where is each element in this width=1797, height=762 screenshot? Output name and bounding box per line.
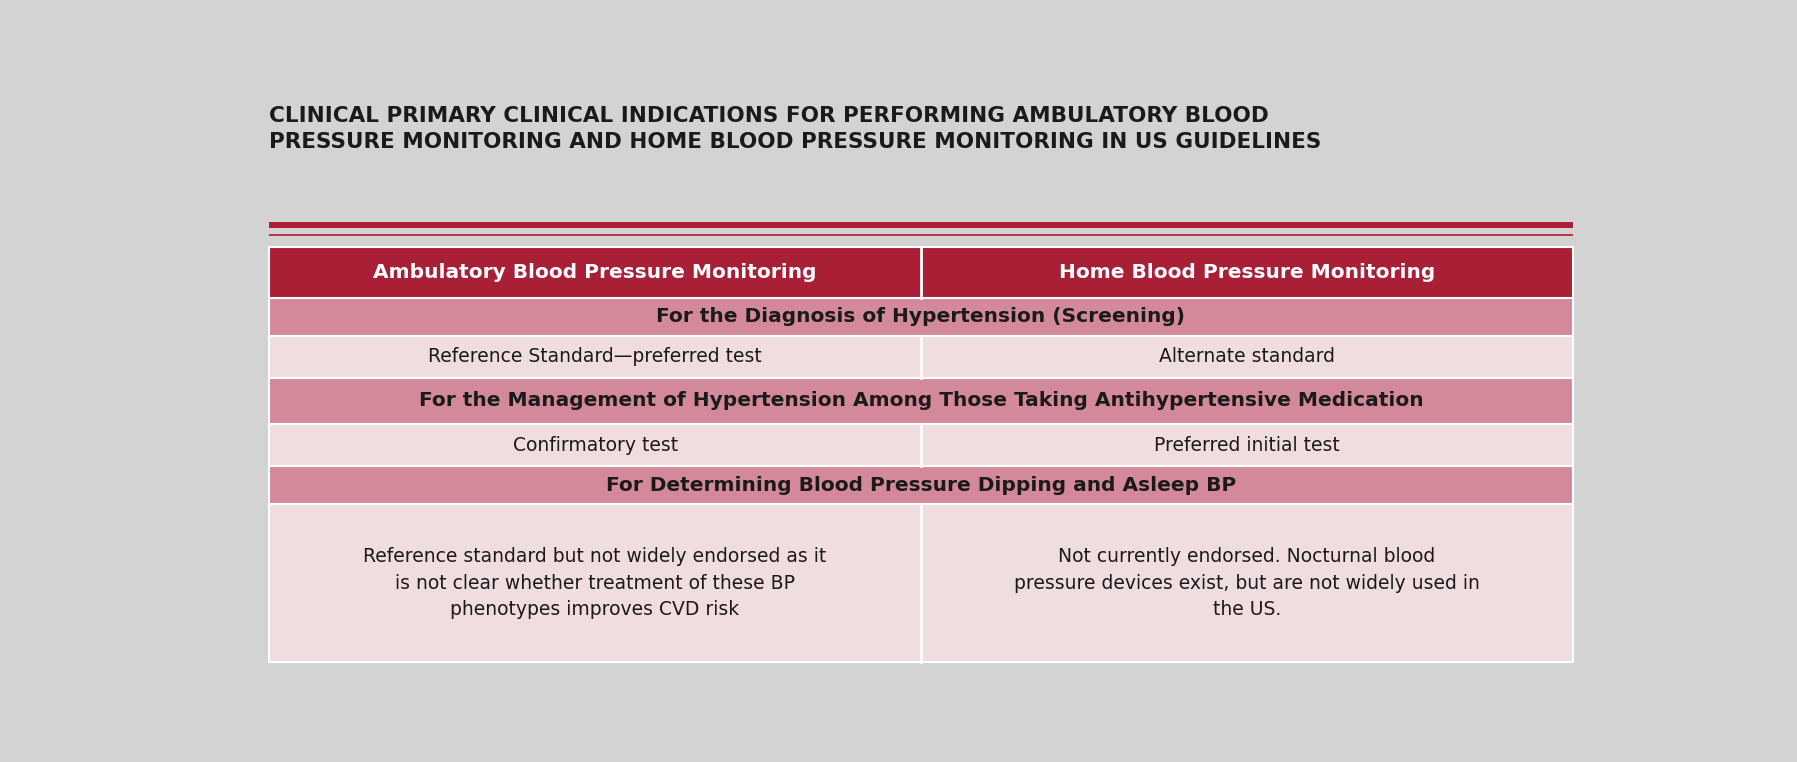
Bar xyxy=(270,424,1572,466)
Text: Confirmatory test: Confirmatory test xyxy=(512,436,677,455)
Bar xyxy=(270,247,1572,297)
Bar xyxy=(270,223,1572,228)
Text: For Determining Blood Pressure Dipping and Asleep BP: For Determining Blood Pressure Dipping a… xyxy=(606,475,1236,495)
Text: Alternate standard: Alternate standard xyxy=(1159,347,1335,367)
Text: Not currently endorsed. Nocturnal blood
pressure devices exist, but are not wide: Not currently endorsed. Nocturnal blood … xyxy=(1014,547,1479,619)
Text: Preferred initial test: Preferred initial test xyxy=(1154,436,1341,455)
Bar xyxy=(270,378,1572,424)
Text: Reference standard but not widely endorsed as it
is not clear whether treatment : Reference standard but not widely endors… xyxy=(363,547,827,619)
Bar xyxy=(270,504,1572,661)
Text: Reference Standard—preferred test: Reference Standard—preferred test xyxy=(428,347,762,367)
Text: CLINICAL PRIMARY CLINICAL INDICATIONS FOR PERFORMING AMBULATORY BLOOD
PRESSURE M: CLINICAL PRIMARY CLINICAL INDICATIONS FO… xyxy=(270,106,1321,152)
Text: For the Diagnosis of Hypertension (Screening): For the Diagnosis of Hypertension (Scree… xyxy=(656,307,1186,326)
Bar xyxy=(270,466,1572,504)
Text: Ambulatory Blood Pressure Monitoring: Ambulatory Blood Pressure Monitoring xyxy=(374,263,818,282)
Bar xyxy=(270,297,1572,336)
Text: For the Management of Hypertension Among Those Taking Antihypertensive Medicatio: For the Management of Hypertension Among… xyxy=(419,392,1423,411)
Bar xyxy=(270,336,1572,378)
Text: Home Blood Pressure Monitoring: Home Blood Pressure Monitoring xyxy=(1058,263,1436,282)
Bar xyxy=(270,234,1572,235)
